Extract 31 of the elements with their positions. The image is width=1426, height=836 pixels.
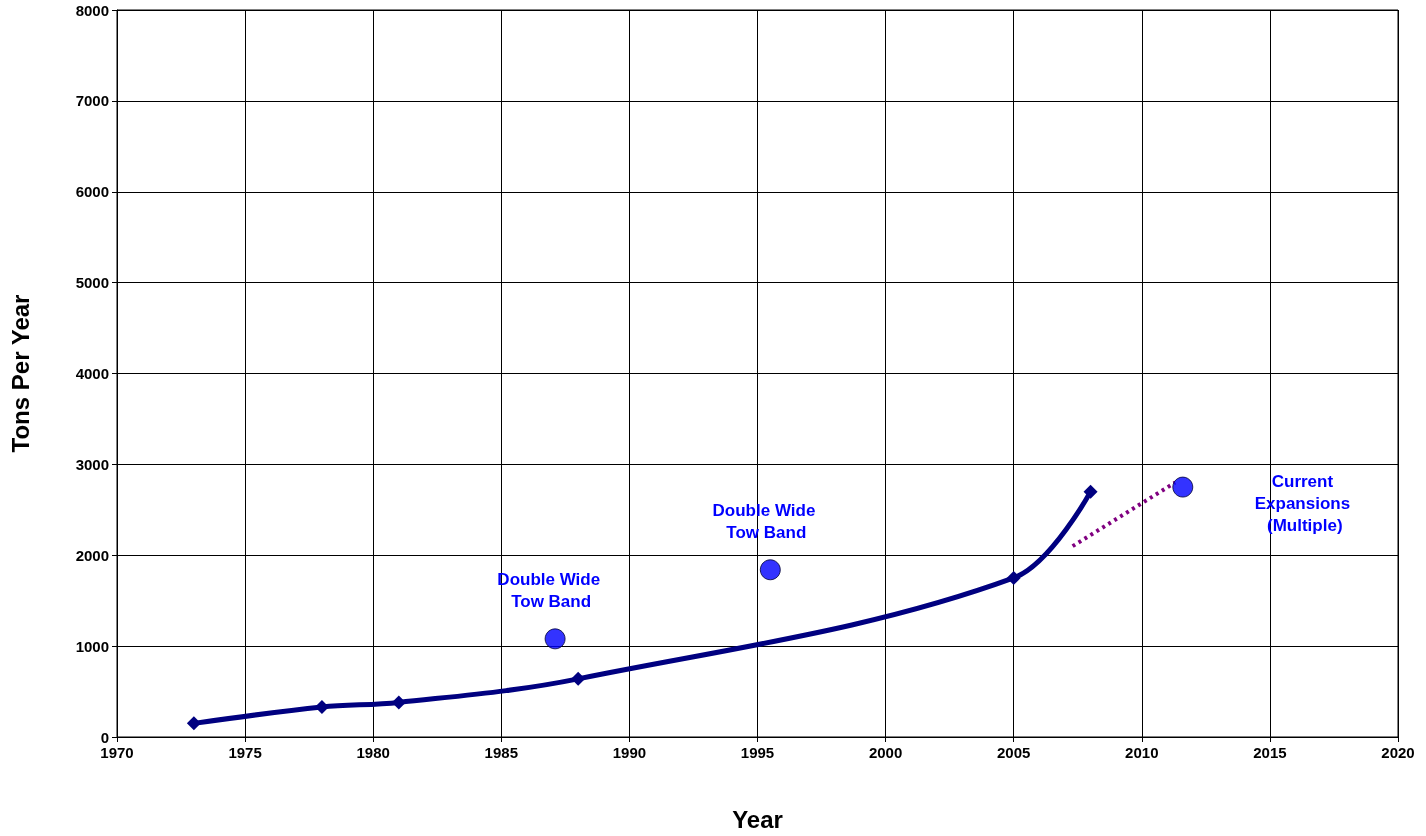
x-axis-title: Year [732,805,783,833]
point [544,628,566,650]
y-tick-label: 6000 [75,183,109,201]
point [1083,484,1098,499]
y-tick-label: 0 [100,728,109,746]
y-tick-label: 8000 [75,1,109,19]
point [1006,570,1021,585]
x-tick-label: 1970 [100,744,134,761]
x-tick-label: 2015 [1253,744,1287,761]
x-tick-label: 1980 [356,744,390,761]
x-tick-label: 1990 [612,744,647,761]
y-tick-label: 3000 [75,455,109,473]
x-tick-label: 1995 [740,744,775,761]
point [759,559,781,581]
point [571,671,586,686]
x-tick-label: 2010 [1125,744,1159,761]
x-tick-label: 1985 [484,744,518,761]
point [314,700,329,715]
point [391,695,406,710]
x-tick-label: 2005 [997,744,1031,761]
y-tick-label: 5000 [75,274,109,292]
y-tick-label: 4000 [75,365,109,382]
y-tick-label: 1000 [75,637,109,655]
y-tick-label: 2000 [75,546,109,564]
y-tick-label: 7000 [75,92,109,110]
point [1172,476,1194,498]
x-tick-label: 2000 [868,744,903,761]
x-tick-label: 2020 [1381,744,1415,761]
x-tick-label: 1975 [228,744,262,761]
y-axis-title: Tons Per Year [6,294,34,453]
point [186,716,201,731]
